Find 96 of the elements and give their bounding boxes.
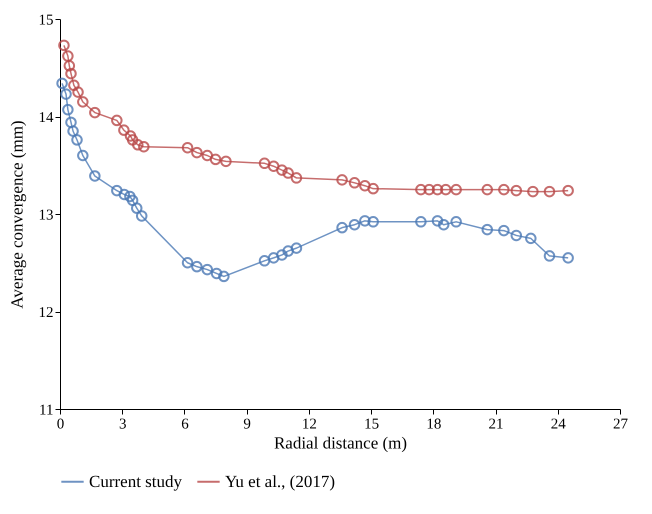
point [62, 104, 74, 116]
point [65, 68, 77, 80]
point [210, 268, 222, 280]
point [118, 188, 130, 200]
point [89, 170, 101, 182]
point [276, 249, 288, 261]
point [202, 150, 213, 162]
point [126, 134, 138, 146]
point [562, 184, 574, 196]
point [544, 250, 556, 262]
point [440, 184, 452, 196]
point [290, 242, 302, 254]
point [182, 257, 194, 268]
point [367, 216, 379, 228]
y-tick-label: 15 [38, 12, 54, 28]
point [191, 146, 203, 158]
x-tick-label: 15 [364, 416, 380, 432]
point [336, 174, 348, 186]
point [367, 182, 379, 194]
point [64, 60, 76, 72]
point [218, 270, 230, 282]
point [258, 158, 270, 170]
point [282, 245, 294, 257]
point [118, 124, 130, 136]
point [348, 177, 360, 189]
point [450, 184, 462, 196]
point [65, 116, 77, 128]
point [202, 264, 213, 276]
point [450, 216, 462, 228]
point [220, 156, 232, 168]
point [415, 216, 427, 228]
y-axis-title: Average convergence (mm) [8, 120, 26, 309]
point [276, 164, 288, 176]
point [71, 134, 83, 146]
x-tick-label: 21 [488, 416, 504, 432]
x-tick-label: 27 [613, 416, 628, 432]
point [290, 172, 302, 184]
point [111, 184, 123, 196]
x-tick-label: 24 [550, 416, 566, 432]
point [126, 194, 138, 206]
point [432, 215, 444, 227]
point [210, 154, 222, 166]
point [268, 160, 280, 172]
point [182, 142, 194, 154]
point [432, 184, 444, 196]
point [282, 167, 294, 179]
point [359, 215, 371, 227]
point [138, 140, 150, 152]
point [498, 184, 510, 196]
y-tick-label: 12 [38, 305, 54, 321]
legend-label: Current study [89, 472, 183, 491]
point [482, 224, 493, 236]
point [131, 202, 142, 214]
point [562, 252, 574, 264]
x-tick-label: 9 [243, 416, 251, 432]
x-tick-label: 6 [181, 416, 190, 432]
point [348, 218, 360, 230]
point [510, 184, 522, 196]
point [438, 218, 450, 230]
point [527, 186, 539, 198]
y-tick-label: 11 [39, 402, 54, 418]
point [258, 255, 270, 267]
point [62, 50, 74, 62]
point [111, 114, 123, 126]
point [58, 40, 70, 52]
x-axis-title: Radial distance (m) [274, 434, 408, 452]
point [124, 190, 136, 202]
point [336, 222, 348, 234]
point [67, 125, 79, 137]
x-tick-label: 18 [426, 416, 442, 432]
point [498, 224, 510, 236]
point [136, 210, 148, 222]
point [415, 184, 427, 196]
point [544, 186, 556, 198]
point [72, 86, 84, 98]
x-tick-label: 0 [56, 416, 64, 432]
point [124, 130, 136, 142]
point [423, 184, 435, 196]
x-tick-label: 12 [302, 416, 317, 432]
point [77, 150, 89, 162]
point [60, 88, 72, 100]
point [268, 252, 280, 264]
y-tick-label: 13 [38, 208, 54, 224]
y-tick-label: 14 [38, 110, 54, 126]
point [191, 260, 203, 272]
point [132, 139, 144, 151]
x-tick-label: 3 [118, 416, 126, 432]
point [77, 96, 89, 108]
point [359, 180, 371, 192]
point [89, 106, 101, 118]
point [510, 230, 522, 242]
point [482, 184, 493, 196]
point [525, 232, 537, 244]
point [56, 78, 68, 90]
point [68, 80, 80, 92]
legend-label: Yu et al., (2017) [225, 472, 336, 491]
